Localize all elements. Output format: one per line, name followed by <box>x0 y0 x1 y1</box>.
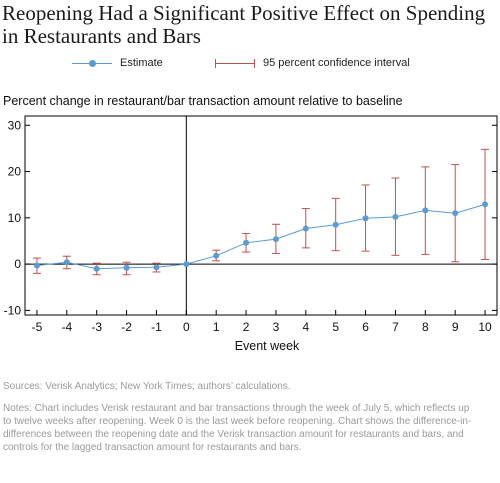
y-tick-label: 10 <box>8 211 22 225</box>
notes-text: Notes: Chart includes Verisk restaurant … <box>3 403 472 453</box>
x-tick-label: 3 <box>273 320 280 334</box>
estimate-point <box>422 207 429 214</box>
x-tick-label: -5 <box>32 320 43 334</box>
estimate-line <box>36 203 486 270</box>
estimate-point <box>93 265 100 272</box>
x-tick-label: 6 <box>362 320 369 334</box>
estimate-point <box>213 252 220 259</box>
y-tick-label: 30 <box>8 118 22 132</box>
x-tick-label: -4 <box>61 320 72 334</box>
sources-note: Sources: Verisk Analytics; New York Time… <box>3 381 291 392</box>
y-axis-label: Percent change in restaurant/bar transac… <box>3 94 403 108</box>
estimate-point <box>243 239 250 246</box>
y-tick-label: 20 <box>8 165 22 179</box>
x-tick-label: 7 <box>392 320 399 334</box>
x-tick-label: 4 <box>302 320 309 334</box>
x-tick-label: -2 <box>121 320 132 334</box>
x-tick-label: 8 <box>422 320 429 334</box>
x-tick-label: 9 <box>452 320 459 334</box>
y-tick-label: 0 <box>14 257 21 271</box>
x-tick-label: -3 <box>91 320 102 334</box>
estimate-point <box>153 264 160 271</box>
estimate-point <box>33 262 40 269</box>
legend-ci-label: 95 percent confidence interval <box>263 57 410 69</box>
x-tick-label: 0 <box>183 320 190 334</box>
x-tick-label: 1 <box>213 320 220 334</box>
x-tick-label: 2 <box>243 320 250 334</box>
estimate-point <box>123 264 130 271</box>
estimate-point <box>183 261 190 268</box>
estimate-point <box>302 225 309 232</box>
estimate-point <box>63 259 70 266</box>
estimate-point <box>482 201 489 208</box>
legend-item-ci: 95 percent confidence interval <box>215 56 410 70</box>
estimate-point <box>272 236 279 243</box>
estimate-point <box>452 210 459 217</box>
chart-title: Reopening Had a Significant Positive Eff… <box>2 1 486 48</box>
x-tick-label: -1 <box>151 320 162 334</box>
estimate-point <box>392 213 399 220</box>
estimate-point <box>362 215 369 222</box>
x-tick-label: 5 <box>332 320 339 334</box>
estimate-point <box>332 221 339 228</box>
legend-estimate-label: Estimate <box>120 57 163 69</box>
plot-frame <box>24 115 498 316</box>
legend-item-estimate: Estimate <box>72 56 163 70</box>
chart-legend: Estimate 95 percent confidence interval <box>0 56 500 76</box>
y-tick-label: -10 <box>4 303 22 317</box>
x-tick-label: 10 <box>478 320 492 334</box>
legend-ci-marker <box>215 58 255 68</box>
legend-estimate-marker <box>72 59 112 67</box>
x-axis-label: Event week <box>235 339 300 353</box>
